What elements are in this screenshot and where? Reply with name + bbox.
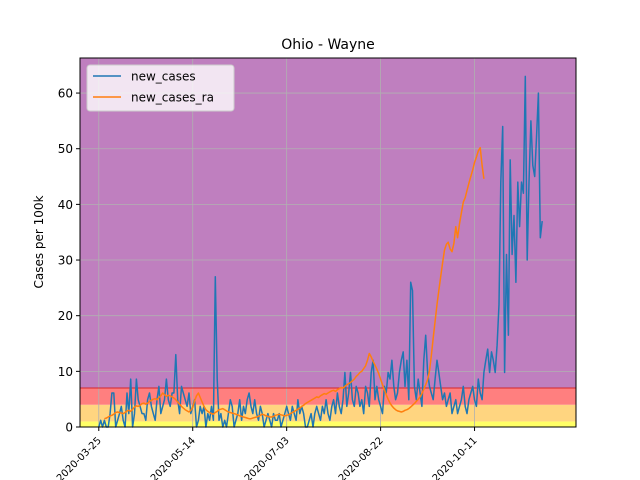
risk-bands bbox=[80, 58, 576, 427]
legend-box bbox=[86, 64, 235, 112]
legend: new_cases new_cases_ra bbox=[86, 64, 235, 112]
y-tick-label: 10 bbox=[58, 365, 73, 379]
chart-title: Ohio - Wayne bbox=[281, 37, 375, 53]
legend-label-new-cases-ra: new_cases_ra bbox=[131, 91, 214, 105]
series-line-new-cases bbox=[98, 75, 543, 428]
y-tick-label: 30 bbox=[58, 254, 73, 268]
series-line-new-cases-ra bbox=[104, 146, 485, 420]
series-lines bbox=[98, 75, 543, 428]
y-tick-label: 60 bbox=[58, 87, 73, 101]
y-axis: 0 10 20 30 40 50 60 bbox=[58, 87, 80, 435]
risk-band-0 bbox=[80, 421, 576, 427]
legend-label-new-cases: new_cases bbox=[131, 70, 196, 84]
y-tick-label: 20 bbox=[58, 309, 73, 323]
y-tick-label: 50 bbox=[58, 142, 73, 156]
y-axis-label: Cases per 100k bbox=[32, 195, 46, 288]
plot-frame bbox=[79, 57, 577, 428]
risk-band-2 bbox=[80, 388, 576, 405]
risk-band-3 bbox=[80, 58, 576, 389]
y-tick-label: 0 bbox=[65, 421, 73, 435]
y-tick-label: 40 bbox=[58, 198, 73, 212]
